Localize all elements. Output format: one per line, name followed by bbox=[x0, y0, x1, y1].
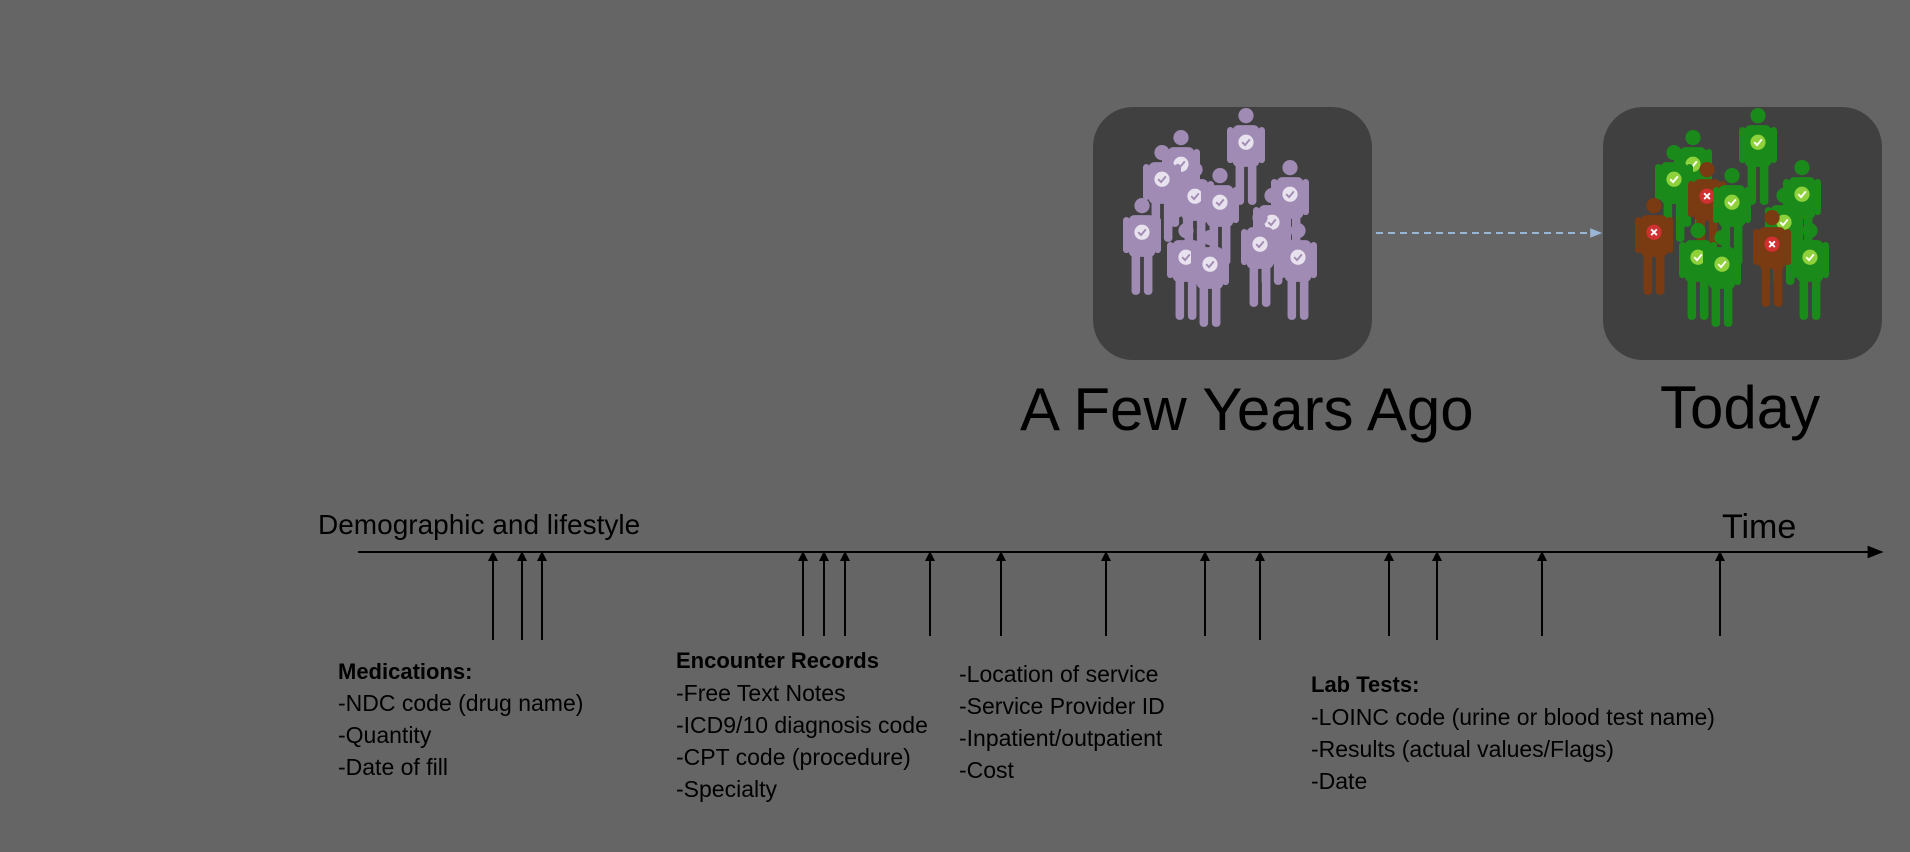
medications-group: Medications: -NDC code (drug name) -Quan… bbox=[338, 659, 583, 780]
past-person-5 bbox=[1191, 230, 1229, 327]
encounter-item-cpt: -CPT code (procedure) bbox=[676, 744, 911, 770]
medications-title: Medications: bbox=[338, 659, 472, 684]
cross-badge-icon bbox=[1646, 224, 1662, 240]
encounter-records-group: Encounter Records -Free Text Notes -ICD9… bbox=[676, 648, 928, 802]
check-badge-icon bbox=[1282, 186, 1298, 202]
today-person-8 bbox=[1753, 210, 1791, 307]
service-item-cost: -Cost bbox=[959, 757, 1015, 783]
cross-badge-icon bbox=[1699, 188, 1715, 204]
check-badge-icon bbox=[1750, 134, 1766, 150]
encounter-item-specialty: -Specialty bbox=[676, 776, 777, 802]
check-badge-icon bbox=[1776, 214, 1792, 230]
check-badge-icon bbox=[1134, 224, 1150, 240]
check-badge-icon bbox=[1290, 249, 1306, 265]
event-arrows bbox=[488, 551, 1725, 640]
check-badge-icon bbox=[1264, 214, 1280, 230]
check-badge-icon bbox=[1212, 194, 1228, 210]
medications-item-quantity: -Quantity bbox=[338, 722, 432, 748]
check-badge-icon bbox=[1724, 194, 1740, 210]
check-badge-icon bbox=[1187, 188, 1203, 204]
cross-badge-icon bbox=[1764, 236, 1780, 252]
check-badge-icon bbox=[1202, 256, 1218, 272]
today-person-1 bbox=[1635, 198, 1673, 295]
check-badge-icon bbox=[1252, 236, 1268, 252]
encounter-item-icd: -ICD9/10 diagnosis code bbox=[676, 712, 928, 738]
service-item-inout: -Inpatient/outpatient bbox=[959, 725, 1163, 751]
check-badge-icon bbox=[1238, 134, 1254, 150]
medications-item-date: -Date of fill bbox=[338, 754, 448, 780]
past-population-panel bbox=[1093, 107, 1372, 360]
service-item-provider: -Service Provider ID bbox=[959, 693, 1165, 719]
check-badge-icon bbox=[1794, 186, 1810, 202]
check-badge-icon bbox=[1154, 171, 1170, 187]
past-person-7 bbox=[1227, 108, 1265, 205]
today-crowd bbox=[1635, 108, 1829, 327]
service-item-location: -Location of service bbox=[959, 661, 1158, 687]
past-caption: A Few Years Ago bbox=[1020, 376, 1474, 443]
check-badge-icon bbox=[1690, 249, 1706, 265]
past-crowd bbox=[1123, 108, 1317, 327]
lab-tests-item-loinc: -LOINC code (urine or blood test name) bbox=[1311, 704, 1715, 730]
service-details-group: -Location of service -Service Provider I… bbox=[959, 661, 1165, 783]
past-person-8 bbox=[1241, 210, 1279, 307]
lab-tests-title: Lab Tests: bbox=[1311, 672, 1419, 697]
past-person-1 bbox=[1123, 198, 1161, 295]
check-badge-icon bbox=[1178, 249, 1194, 265]
lab-tests-item-date: -Date bbox=[1311, 768, 1367, 794]
lab-tests-group: Lab Tests: -LOINC code (urine or blood t… bbox=[1311, 672, 1715, 794]
check-badge-icon bbox=[1802, 249, 1818, 265]
timeline-end-label: Time bbox=[1722, 508, 1796, 546]
today-person-5 bbox=[1703, 230, 1741, 327]
encounter-title: Encounter Records bbox=[676, 648, 879, 673]
medications-item-ndc: -NDC code (drug name) bbox=[338, 690, 583, 716]
check-badge-icon bbox=[1666, 171, 1682, 187]
past-person-11 bbox=[1279, 223, 1317, 320]
today-caption: Today bbox=[1660, 374, 1820, 441]
encounter-item-notes: -Free Text Notes bbox=[676, 680, 846, 706]
timeline-start-label: Demographic and lifestyle bbox=[318, 509, 640, 540]
lab-tests-item-results: -Results (actual values/Flags) bbox=[1311, 736, 1614, 762]
today-population-panel bbox=[1603, 107, 1882, 360]
today-person-11 bbox=[1791, 223, 1829, 320]
check-badge-icon bbox=[1714, 256, 1730, 272]
